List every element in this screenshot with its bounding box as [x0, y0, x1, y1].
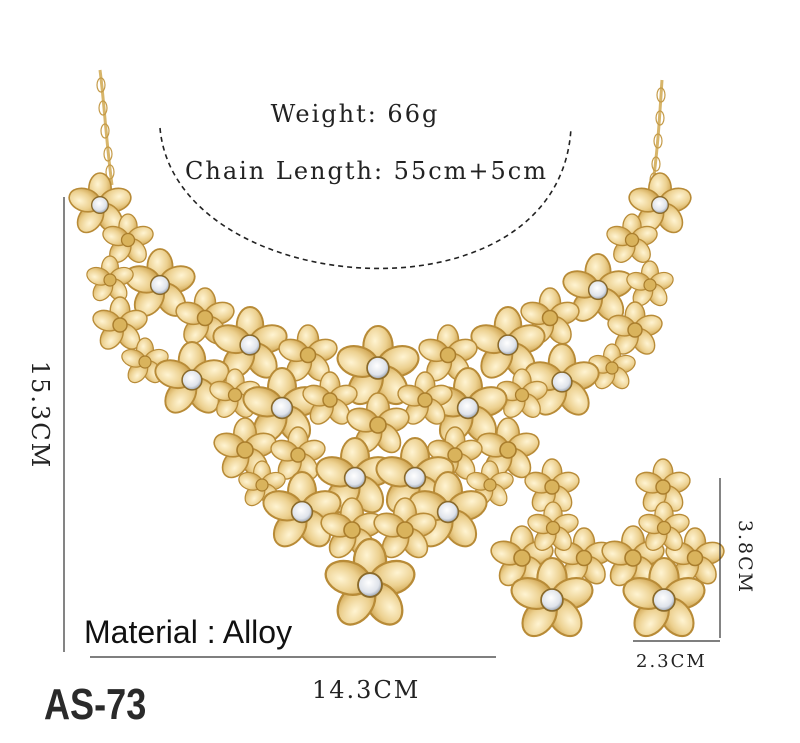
flower-earring-right — [598, 458, 728, 643]
necklace-width-label: 14.3CM — [312, 676, 421, 704]
earring-height-label: 3.8CM — [734, 519, 756, 595]
measurement-lines — [63, 197, 721, 658]
product-code: AS-73 — [44, 680, 147, 729]
earring-width-label: 2.3CM — [636, 651, 707, 672]
necklace-height-label: 15.3CM — [26, 360, 54, 470]
neckline-arc — [159, 127, 572, 270]
material-label: Material : Alloy — [84, 614, 293, 650]
weight-label: Weight: 66g — [270, 100, 440, 128]
chain-length-label: Chain Length: 55cm+5cm — [185, 157, 548, 185]
